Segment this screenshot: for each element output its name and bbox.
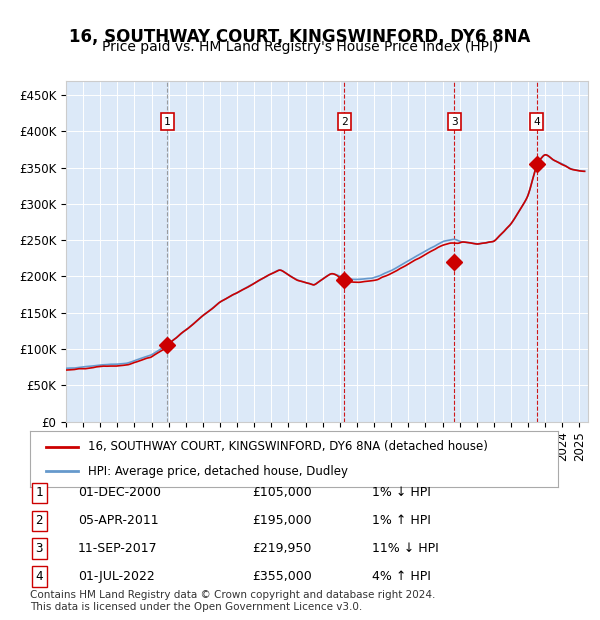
Text: 3: 3: [35, 542, 43, 555]
Text: 16, SOUTHWAY COURT, KINGSWINFORD, DY6 8NA (detached house): 16, SOUTHWAY COURT, KINGSWINFORD, DY6 8N…: [88, 440, 488, 453]
Text: 01-JUL-2022: 01-JUL-2022: [78, 570, 155, 583]
Text: 4% ↑ HPI: 4% ↑ HPI: [372, 570, 431, 583]
Text: Contains HM Land Registry data © Crown copyright and database right 2024.
This d: Contains HM Land Registry data © Crown c…: [30, 590, 436, 612]
Text: 1% ↑ HPI: 1% ↑ HPI: [372, 515, 431, 527]
Text: 11% ↓ HPI: 11% ↓ HPI: [372, 542, 439, 555]
Text: 16, SOUTHWAY COURT, KINGSWINFORD, DY6 8NA: 16, SOUTHWAY COURT, KINGSWINFORD, DY6 8N…: [70, 28, 530, 46]
Text: HPI: Average price, detached house, Dudley: HPI: Average price, detached house, Dudl…: [88, 464, 348, 477]
Text: 2: 2: [35, 515, 43, 527]
Text: Price paid vs. HM Land Registry's House Price Index (HPI): Price paid vs. HM Land Registry's House …: [102, 40, 498, 55]
Text: £195,000: £195,000: [252, 515, 311, 527]
Text: 1% ↓ HPI: 1% ↓ HPI: [372, 487, 431, 499]
Text: 01-DEC-2000: 01-DEC-2000: [78, 487, 161, 499]
Text: £219,950: £219,950: [252, 542, 311, 555]
Text: 3: 3: [451, 117, 458, 126]
Text: 05-APR-2011: 05-APR-2011: [78, 515, 158, 527]
Text: £105,000: £105,000: [252, 487, 312, 499]
Text: £355,000: £355,000: [252, 570, 312, 583]
Text: 2: 2: [341, 117, 348, 126]
Text: 4: 4: [533, 117, 540, 126]
Text: 4: 4: [35, 570, 43, 583]
Text: 1: 1: [164, 117, 170, 126]
Text: 1: 1: [35, 487, 43, 499]
Text: 11-SEP-2017: 11-SEP-2017: [78, 542, 158, 555]
